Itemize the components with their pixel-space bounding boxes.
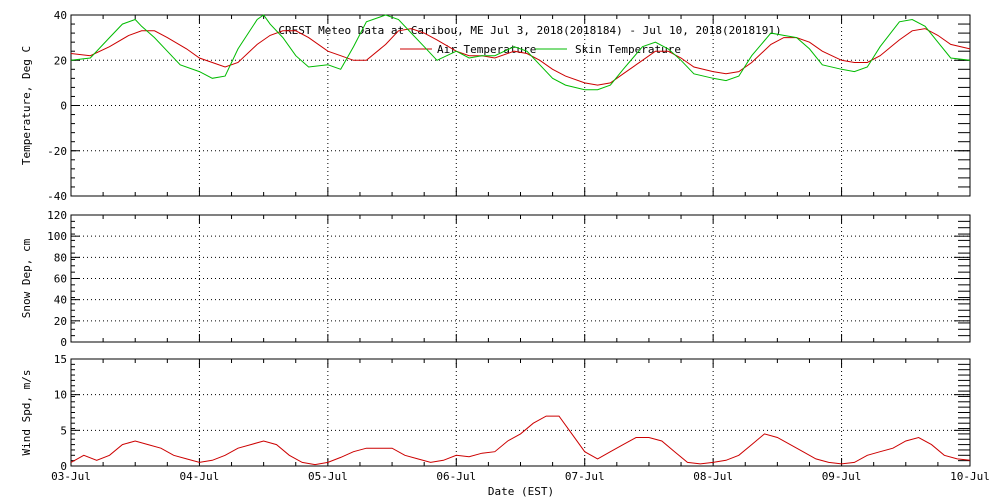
legend: Air Temperature Skin Temperature [400,43,681,56]
x-tick-label: 03-Jul [51,470,91,483]
x-tick-label: 04-Jul [180,470,220,483]
chart-title: CREST Meteo Data at Caribou, ME Jul 3, 2… [278,24,781,37]
panel-frame [70,358,971,467]
x-tick-label: 08-Jul [693,470,733,483]
panel-frame [70,14,971,197]
y-tick-label: 15 [54,353,67,366]
y-tick-label: 10 [54,389,67,402]
y-tick-label: -40 [47,190,67,203]
chart-panels: -40 -20 0 20 40 Temperature, Deg C 0 20 40 60 80 10… [20,9,990,483]
legend-label: Skin Temperature [575,43,681,56]
y-tick-label: 40 [54,9,67,22]
y-tick-label: 80 [54,251,67,264]
y-axis-label: Wind Spd, m/s [20,369,33,455]
y-tick-label: 5 [60,424,67,437]
series-line-1-2 [70,14,971,91]
panel-2: 0 20 40 60 80 100 120 Snow Dep, cm [20,209,971,349]
y-tick-label: 120 [47,209,67,222]
panel-3: 0 5 10 15 Wind Spd, m/s 03-Jul 04-Jul 05-Jul 06-… [20,353,990,483]
panel-1: -40 -20 0 20 40 Temperature, Deg C [20,9,971,203]
y-tick-label: 40 [54,294,67,307]
y-axis-label: Snow Dep, cm [20,238,33,318]
y-tick-label: 60 [54,273,67,286]
y-tick-label: 0 [60,336,67,349]
series-line-1-1 [70,28,971,86]
y-tick-label: 20 [54,54,67,67]
y-tick-label: 100 [47,230,67,243]
y-tick-label: 0 [60,460,67,473]
y-tick-label: -20 [47,145,67,158]
panel-frame [70,214,971,343]
x-axis-label: Date (EST) [488,485,554,498]
x-tick-label: 10-Jul [950,470,990,483]
x-tick-label: 07-Jul [565,470,605,483]
y-tick-label: 20 [54,315,67,328]
x-tick-label: 05-Jul [308,470,348,483]
x-tick-label: 09-Jul [822,470,862,483]
series-line-3-1 [70,415,971,466]
y-axis-label: Temperature, Deg C [20,46,33,165]
y-tick-label: 0 [60,100,67,113]
x-tick-label: 06-Jul [436,470,476,483]
